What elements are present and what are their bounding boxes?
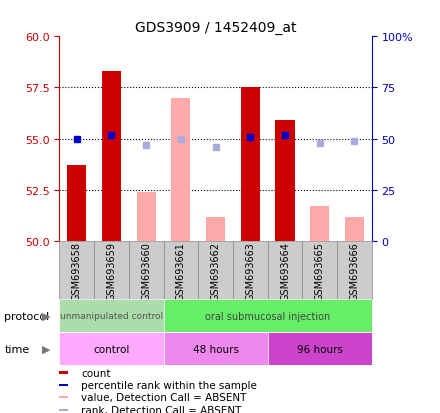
FancyBboxPatch shape	[268, 242, 302, 299]
Text: GSM693659: GSM693659	[106, 241, 117, 300]
Bar	[59, 332, 164, 366]
Text: GSM693660: GSM693660	[141, 241, 151, 300]
Bar	[164, 332, 268, 366]
FancyBboxPatch shape	[233, 242, 268, 299]
Bar	[59, 299, 164, 332]
Title: GDS3909 / 1452409_at: GDS3909 / 1452409_at	[135, 21, 297, 35]
Text: 96 hours: 96 hours	[297, 344, 343, 354]
Bar	[102, 72, 121, 242]
Text: GSM693658: GSM693658	[72, 241, 82, 300]
Text: GSM693666: GSM693666	[349, 241, 359, 300]
Bar	[310, 207, 329, 242]
Bar	[268, 332, 372, 366]
Text: count: count	[81, 368, 111, 377]
Text: GSM693665: GSM693665	[315, 241, 325, 300]
Bar	[59, 396, 68, 399]
FancyBboxPatch shape	[337, 242, 372, 299]
Bar	[275, 121, 294, 242]
Text: control: control	[93, 344, 130, 354]
Text: percentile rank within the sample: percentile rank within the sample	[81, 380, 257, 390]
Text: GSM693661: GSM693661	[176, 241, 186, 300]
Bar	[345, 217, 364, 242]
FancyBboxPatch shape	[129, 242, 164, 299]
Text: GSM693664: GSM693664	[280, 241, 290, 300]
Text: value, Detection Call = ABSENT: value, Detection Call = ABSENT	[81, 392, 247, 402]
Text: ▶: ▶	[42, 311, 51, 321]
Text: GSM693663: GSM693663	[246, 241, 255, 300]
FancyBboxPatch shape	[302, 242, 337, 299]
Text: protocol: protocol	[4, 311, 50, 321]
FancyBboxPatch shape	[164, 242, 198, 299]
Text: 48 hours: 48 hours	[193, 344, 238, 354]
Bar	[67, 166, 86, 242]
Text: unmanipulated control: unmanipulated control	[60, 311, 163, 320]
Bar	[206, 217, 225, 242]
Text: time: time	[4, 344, 29, 354]
FancyBboxPatch shape	[94, 242, 129, 299]
Bar	[241, 88, 260, 242]
Text: oral submucosal injection: oral submucosal injection	[205, 311, 330, 321]
FancyBboxPatch shape	[59, 242, 94, 299]
Bar	[59, 384, 68, 386]
Bar	[171, 99, 191, 242]
Text: rank, Detection Call = ABSENT: rank, Detection Call = ABSENT	[81, 405, 242, 413]
Text: GSM693662: GSM693662	[211, 241, 220, 300]
Bar	[164, 299, 372, 332]
Bar	[59, 372, 68, 374]
Bar	[59, 408, 68, 411]
Text: ▶: ▶	[42, 344, 51, 354]
Bar	[137, 192, 156, 242]
FancyBboxPatch shape	[198, 242, 233, 299]
